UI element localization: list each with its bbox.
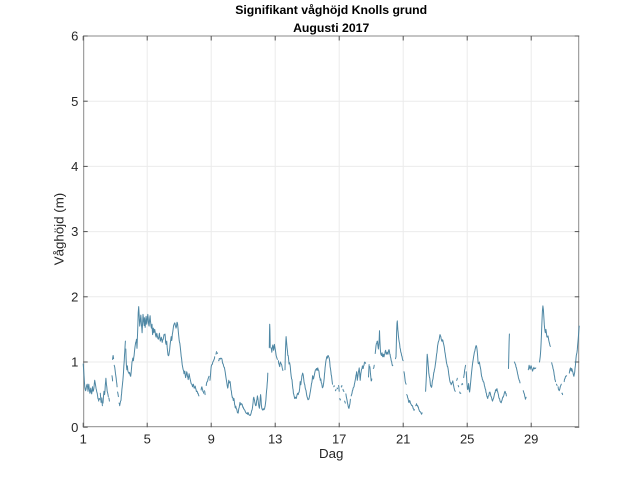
svg-text:5: 5 [144,432,151,447]
svg-text:0: 0 [71,420,78,435]
svg-text:Dag: Dag [319,446,343,461]
svg-text:Våghöjd (m): Våghöjd (m) [52,193,67,265]
svg-text:1: 1 [80,432,87,447]
svg-text:5: 5 [71,94,78,109]
svg-text:Augusti 2017: Augusti 2017 [293,21,369,35]
svg-text:6: 6 [71,29,78,44]
svg-text:29: 29 [524,432,538,447]
svg-text:13: 13 [268,432,282,447]
svg-text:4: 4 [71,159,78,174]
svg-text:Signifikant våghöjd Knolls gru: Signifikant våghöjd Knolls grund [235,3,427,17]
svg-text:2: 2 [71,289,78,304]
svg-text:25: 25 [460,432,474,447]
svg-text:21: 21 [396,432,410,447]
svg-text:9: 9 [208,432,215,447]
svg-text:17: 17 [332,432,346,447]
svg-text:3: 3 [71,224,78,239]
svg-text:1: 1 [71,355,78,370]
